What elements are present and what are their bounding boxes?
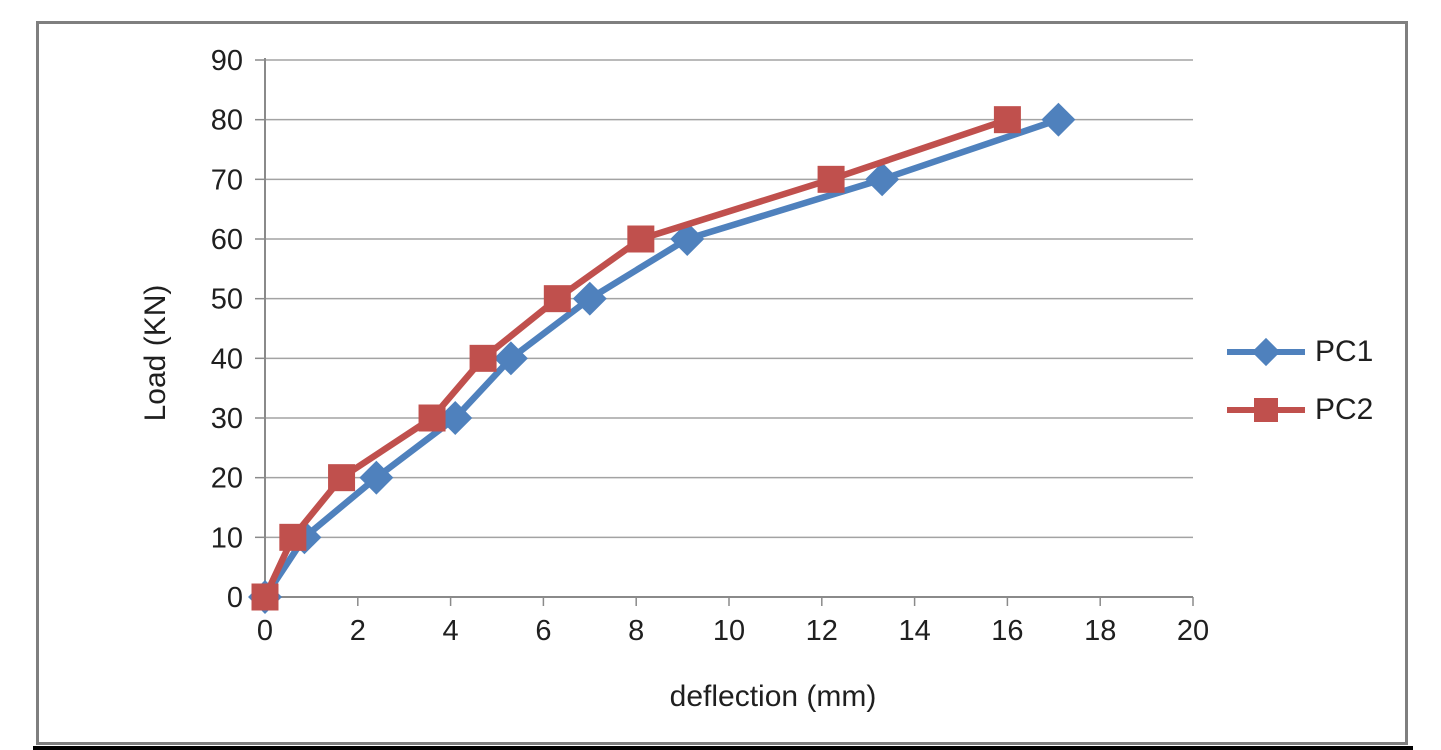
- y-tick-label: 30: [211, 403, 243, 435]
- x-tick-label: 6: [535, 615, 551, 647]
- y-tick-label: 10: [211, 522, 243, 554]
- y-tick-label: 40: [211, 343, 243, 375]
- x-tick-label: 16: [991, 615, 1023, 647]
- x-tick-label: 10: [713, 615, 745, 647]
- legend-swatch-pc2: [1227, 396, 1305, 424]
- series-pc2-marker: [993, 106, 1021, 134]
- series-pc1-marker: [670, 222, 705, 256]
- legend-item-pc2: PC2: [1227, 393, 1374, 426]
- y-tick-label: 60: [211, 224, 243, 256]
- bottom-rule: [33, 746, 1413, 750]
- x-axis-title: deflection (mm): [669, 680, 877, 713]
- legend-label-pc2: PC2: [1315, 393, 1374, 426]
- series-pc2-marker: [817, 165, 845, 193]
- series-pc2-marker: [279, 523, 307, 551]
- y-tick-label: 80: [211, 105, 243, 137]
- series-pc2-marker: [543, 285, 571, 313]
- series-pc1-marker: [359, 460, 394, 495]
- legend-item-pc1: PC1: [1227, 335, 1374, 368]
- series-pc1-marker: [493, 341, 528, 376]
- x-tick-label: 14: [898, 615, 930, 647]
- y-tick-label: 0: [227, 582, 243, 614]
- y-tick-label: 70: [211, 164, 243, 196]
- legend-label-pc1: PC1: [1315, 335, 1374, 368]
- x-tick-label: 2: [350, 615, 366, 647]
- series-pc2-marker: [469, 344, 497, 372]
- y-axis-title: Load (KN): [139, 284, 172, 422]
- legend-swatch-pc1: [1227, 337, 1305, 367]
- square-marker-icon: [1254, 398, 1278, 422]
- series-pc1-marker: [438, 401, 473, 435]
- x-tick-label: 8: [628, 615, 644, 647]
- series-pc2-marker: [418, 404, 446, 432]
- x-tick-label: 0: [257, 615, 273, 647]
- series-pc1-marker: [865, 162, 900, 197]
- y-tick-label: 50: [211, 284, 243, 316]
- x-tick-label: 4: [443, 615, 459, 647]
- x-tick-label: 12: [806, 615, 838, 647]
- x-tick-label: 18: [1084, 615, 1116, 647]
- series-pc1-marker: [572, 281, 607, 316]
- series-pc2-marker: [328, 464, 356, 492]
- y-tick-label: 90: [211, 45, 243, 77]
- series-pc2-marker: [251, 583, 279, 611]
- series-pc2-marker: [627, 225, 655, 253]
- y-tick-label: 20: [211, 463, 243, 495]
- x-tick-label: 20: [1177, 615, 1209, 647]
- diamond-marker-icon: [1251, 337, 1281, 367]
- series-pc1-marker: [1041, 102, 1076, 137]
